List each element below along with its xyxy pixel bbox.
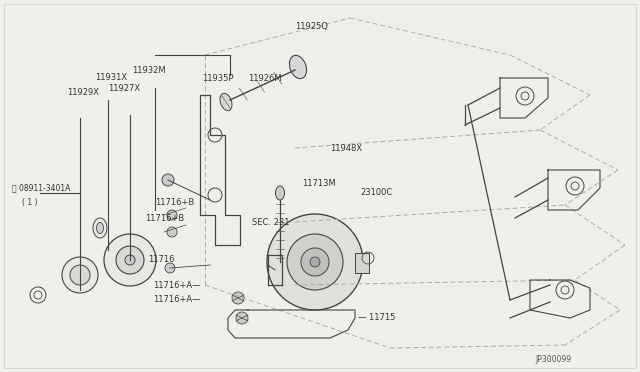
Circle shape: [232, 292, 244, 304]
Text: 11932M: 11932M: [132, 65, 166, 74]
Text: 11925Q: 11925Q: [295, 22, 328, 31]
Circle shape: [165, 263, 175, 273]
Circle shape: [167, 227, 177, 237]
Circle shape: [62, 257, 98, 293]
Text: 11927X: 11927X: [108, 83, 140, 93]
Circle shape: [116, 246, 144, 274]
Ellipse shape: [289, 55, 307, 78]
Text: Ⓝ 08911-3401A: Ⓝ 08911-3401A: [12, 183, 70, 192]
Text: 11926M: 11926M: [248, 74, 282, 83]
Text: 11716+B: 11716+B: [145, 214, 184, 222]
Circle shape: [167, 210, 177, 220]
Bar: [355, 253, 369, 273]
Text: — 11715: — 11715: [358, 314, 396, 323]
Text: 11716+A—: 11716+A—: [153, 295, 200, 305]
Circle shape: [236, 312, 248, 324]
Circle shape: [125, 255, 135, 265]
Text: 11929X: 11929X: [67, 87, 99, 96]
Circle shape: [70, 265, 90, 285]
Ellipse shape: [220, 93, 232, 110]
Text: 11713M: 11713M: [302, 179, 336, 187]
Circle shape: [301, 248, 329, 276]
Ellipse shape: [275, 186, 285, 200]
Text: 11935P: 11935P: [202, 74, 234, 83]
Text: 11716+A—: 11716+A—: [153, 280, 200, 289]
Text: 23100C: 23100C: [360, 187, 392, 196]
Text: JP300099: JP300099: [535, 356, 571, 365]
Circle shape: [104, 234, 156, 286]
Ellipse shape: [93, 218, 107, 238]
Circle shape: [162, 174, 174, 186]
Text: SEC. 231: SEC. 231: [252, 218, 289, 227]
Text: 11716+B: 11716+B: [155, 198, 195, 206]
Text: ( 1 ): ( 1 ): [22, 198, 38, 206]
Text: 11948X: 11948X: [330, 144, 362, 153]
Circle shape: [287, 234, 343, 290]
Text: 11716: 11716: [148, 256, 175, 264]
Circle shape: [267, 214, 363, 310]
Circle shape: [310, 257, 320, 267]
Text: 11931X: 11931X: [95, 73, 127, 81]
Ellipse shape: [97, 222, 104, 234]
